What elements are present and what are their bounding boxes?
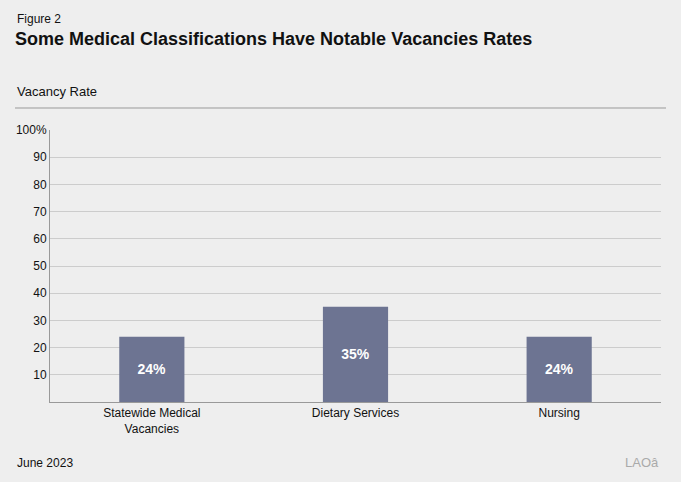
svg-text:10: 10 (33, 368, 47, 382)
svg-text:35%: 35% (341, 346, 370, 362)
svg-text:100%: 100% (16, 123, 47, 137)
svg-text:20: 20 (33, 341, 47, 355)
svg-text:Dietary Services: Dietary Services (312, 406, 399, 420)
svg-text:Statewide MedicalVacancies: Statewide MedicalVacancies (103, 406, 200, 436)
svg-text:40: 40 (33, 286, 47, 300)
svg-text:Nursing: Nursing (538, 406, 579, 420)
svg-text:70: 70 (33, 205, 47, 219)
svg-text:24%: 24% (545, 361, 574, 377)
svg-text:Vacancy Rate: Vacancy Rate (17, 84, 97, 99)
svg-text:30: 30 (33, 314, 47, 328)
svg-text:Figure 2: Figure 2 (17, 12, 61, 26)
svg-text:80: 80 (33, 178, 47, 192)
svg-text:June 2023: June 2023 (17, 456, 73, 470)
svg-text:50: 50 (33, 259, 47, 273)
svg-text:Some Medical Classifications H: Some Medical Classifications Have Notabl… (15, 29, 532, 49)
svg-text:90: 90 (33, 150, 47, 164)
svg-text:60: 60 (33, 232, 47, 246)
svg-text:24%: 24% (138, 361, 167, 377)
svg-text:LAOâ: LAOâ (625, 455, 659, 470)
